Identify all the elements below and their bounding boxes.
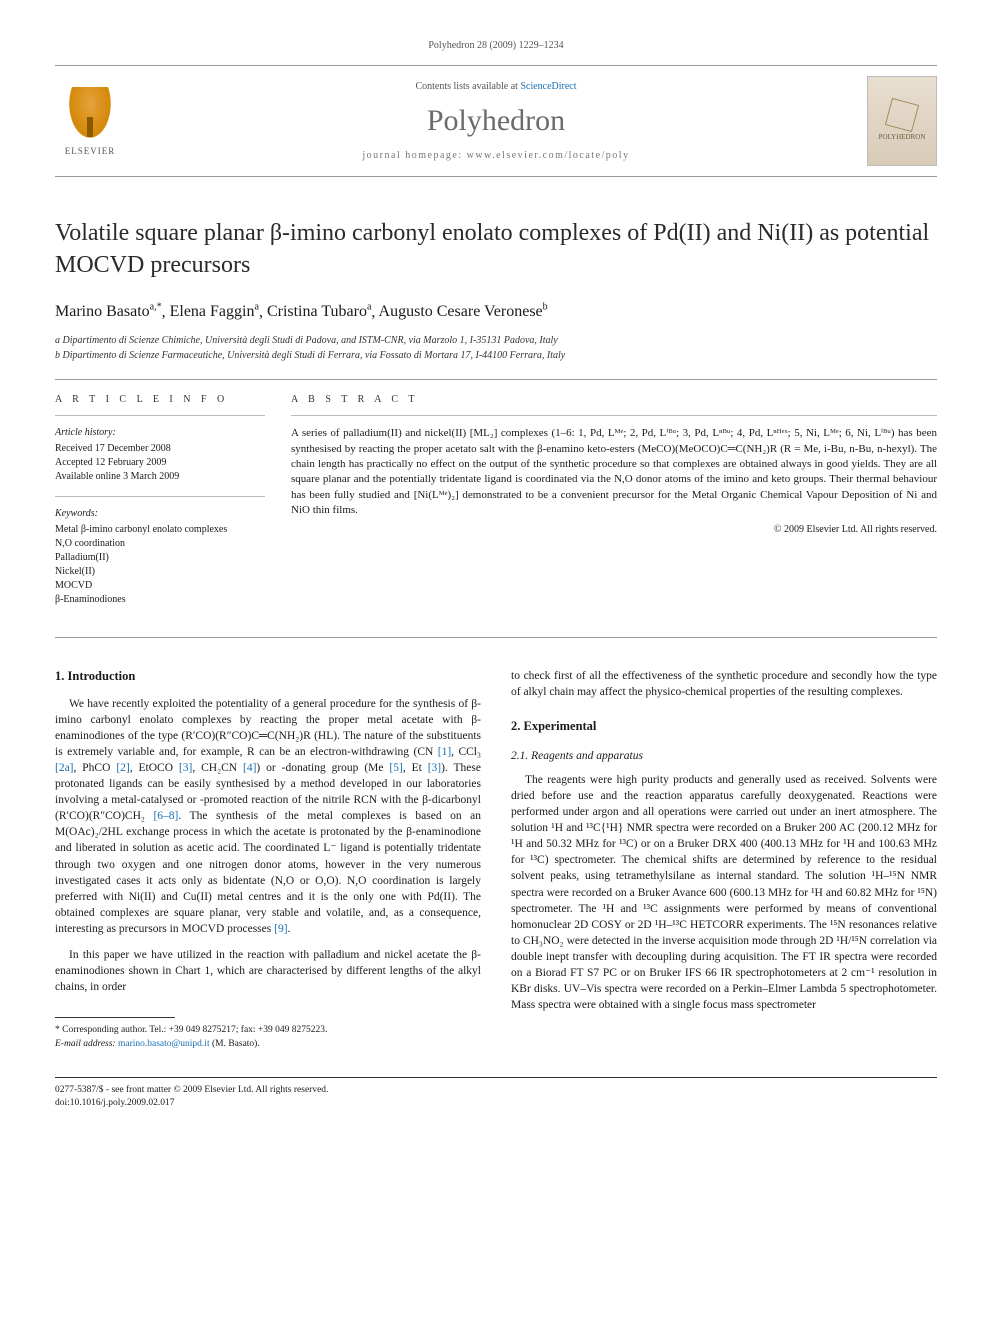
authors-line: Marino Basatoa,*, Elena Faggina, Cristin… bbox=[55, 302, 937, 321]
info-divider bbox=[55, 415, 265, 416]
email-label: E-mail address: bbox=[55, 1039, 118, 1049]
keyword-0: Metal β-imino carbonyl enolato complexes bbox=[55, 523, 265, 537]
body-columns: 1. Introduction We have recently exploit… bbox=[55, 668, 937, 1051]
keyword-4: MOCVD bbox=[55, 579, 265, 593]
ref-9[interactable]: [9] bbox=[274, 923, 287, 935]
abstract-text: A series of palladium(II) and nickel(II)… bbox=[291, 426, 937, 518]
elsevier-logo: ELSEVIER bbox=[55, 81, 125, 161]
author-0: Marino Basatoa,* bbox=[55, 303, 162, 320]
intro-p2: In this paper we have utilized in the re… bbox=[55, 947, 481, 995]
abstract-heading: A B S T R A C T bbox=[291, 394, 937, 405]
section-1-title: 1. Introduction bbox=[55, 668, 481, 686]
affiliation-b: b Dipartimento di Scienze Farmaceutiche,… bbox=[55, 348, 937, 363]
keyword-1: N,O coordination bbox=[55, 537, 265, 551]
abstract-divider bbox=[291, 415, 937, 416]
section-2-1-title: 2.1. Reagents and apparatus bbox=[511, 748, 937, 764]
contents-prefix: Contents lists available at bbox=[415, 81, 520, 92]
affiliation-a: a Dipartimento di Scienze Chimiche, Univ… bbox=[55, 333, 937, 348]
history-title: Article history: bbox=[55, 426, 265, 440]
email-suffix: (M. Basato). bbox=[210, 1039, 260, 1049]
author-2: Cristina Tubaroa bbox=[267, 303, 371, 320]
corresponding-author: * Corresponding author. Tel.: +39 049 82… bbox=[55, 1024, 481, 1037]
experimental-p1: The reagents were high purity products a… bbox=[511, 772, 937, 1013]
history-2: Available online 3 March 2009 bbox=[55, 470, 265, 484]
cover-label: POLYHEDRON bbox=[879, 133, 926, 141]
journal-header-bar: ELSEVIER Contents lists available at Sci… bbox=[55, 65, 937, 177]
email-link[interactable]: marino.basato@unipd.it bbox=[118, 1039, 210, 1049]
bottom-bar: 0277-5387/$ - see front matter © 2009 El… bbox=[55, 1077, 937, 1110]
article-title: Volatile square planar β-imino carbonyl … bbox=[55, 217, 937, 282]
affiliations: a Dipartimento di Scienze Chimiche, Univ… bbox=[55, 333, 937, 363]
ref-3b[interactable]: [3] bbox=[428, 762, 441, 774]
front-matter-line: 0277-5387/$ - see front matter © 2009 El… bbox=[55, 1084, 937, 1097]
journal-reference: Polyhedron 28 (2009) 1229–1234 bbox=[55, 40, 937, 51]
sciencedirect-link[interactable]: ScienceDirect bbox=[520, 81, 576, 92]
doi-line: doi:10.1016/j.poly.2009.02.017 bbox=[55, 1097, 937, 1110]
article-history: Article history: Received 17 December 20… bbox=[55, 426, 265, 484]
keyword-2: Palladium(II) bbox=[55, 551, 265, 565]
polyhedron-icon bbox=[885, 98, 919, 132]
intro-p1: We have recently exploited the potential… bbox=[55, 696, 481, 937]
info-divider bbox=[55, 496, 265, 497]
journal-homepage: journal homepage: www.elsevier.com/locat… bbox=[125, 150, 867, 161]
ref-3[interactable]: [3] bbox=[179, 762, 192, 774]
abstract-copyright: © 2009 Elsevier Ltd. All rights reserved… bbox=[291, 524, 937, 535]
keywords-title: Keywords: bbox=[55, 507, 265, 521]
article-info: A R T I C L E I N F O Article history: R… bbox=[55, 394, 265, 619]
ref-1[interactable]: [1] bbox=[438, 746, 451, 758]
ref-2[interactable]: [2] bbox=[116, 762, 129, 774]
history-1: Accepted 12 February 2009 bbox=[55, 456, 265, 470]
ref-4[interactable]: [4] bbox=[243, 762, 256, 774]
intro-p3: to check first of all the effectiveness … bbox=[511, 668, 937, 700]
article-info-heading: A R T I C L E I N F O bbox=[55, 394, 265, 405]
keyword-5: β-Enaminodiones bbox=[55, 593, 265, 607]
footnotes: * Corresponding author. Tel.: +39 049 82… bbox=[55, 1024, 481, 1051]
ref-2a[interactable]: [2a] bbox=[55, 762, 74, 774]
author-1: Elena Faggina bbox=[170, 303, 259, 320]
footnote-separator bbox=[55, 1017, 175, 1018]
contents-line: Contents lists available at ScienceDirec… bbox=[125, 81, 867, 92]
ref-5[interactable]: [5] bbox=[389, 762, 402, 774]
section-2-title: 2. Experimental bbox=[511, 718, 937, 736]
journal-name: Polyhedron bbox=[125, 104, 867, 138]
history-0: Received 17 December 2008 bbox=[55, 442, 265, 456]
abstract: A B S T R A C T A series of palladium(II… bbox=[291, 394, 937, 619]
info-abstract-row: A R T I C L E I N F O Article history: R… bbox=[55, 379, 937, 638]
keywords: Keywords: Metal β-imino carbonyl enolato… bbox=[55, 507, 265, 607]
ref-6-8[interactable]: [6–8] bbox=[153, 810, 178, 822]
journal-cover-thumb: POLYHEDRON bbox=[867, 76, 937, 166]
elsevier-label: ELSEVIER bbox=[65, 146, 116, 156]
keyword-3: Nickel(II) bbox=[55, 565, 265, 579]
elsevier-tree-icon bbox=[66, 87, 114, 143]
author-3: Augusto Cesare Veroneseb bbox=[379, 303, 548, 320]
header-center: Contents lists available at ScienceDirec… bbox=[125, 81, 867, 161]
email-line: E-mail address: marino.basato@unipd.it (… bbox=[55, 1038, 481, 1051]
